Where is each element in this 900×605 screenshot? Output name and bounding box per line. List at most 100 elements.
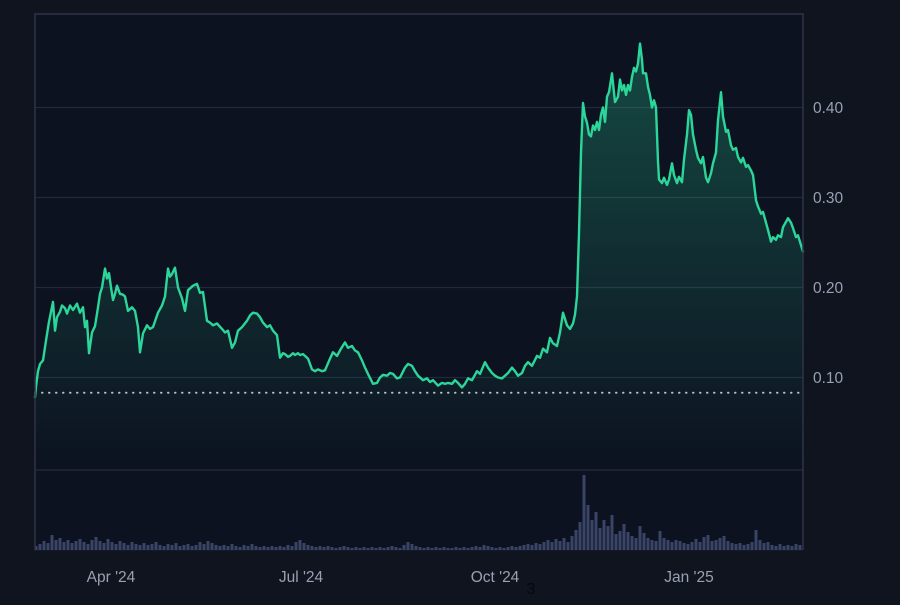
volume-bar — [654, 541, 658, 550]
volume-bar — [658, 531, 662, 550]
volume-bar — [714, 540, 718, 550]
volume-bar — [118, 541, 122, 550]
volume-bar — [402, 545, 406, 550]
volume-bar — [286, 545, 290, 550]
volume-bar — [242, 545, 246, 550]
volume-bar — [722, 536, 726, 550]
volume-bars — [34, 475, 802, 550]
volume-bar — [442, 547, 446, 550]
volume-bar — [390, 546, 394, 550]
volume-bar — [554, 539, 558, 550]
volume-bar — [498, 547, 502, 550]
volume-bar — [42, 541, 46, 550]
volume-bar — [614, 534, 618, 550]
volume-bar — [290, 546, 294, 550]
volume-bar — [422, 548, 426, 550]
volume-bar — [730, 543, 734, 550]
volume-bar — [558, 541, 562, 550]
volume-bar — [418, 547, 422, 550]
volume-bar — [354, 547, 358, 550]
volume-bar — [90, 540, 94, 550]
volume-bar — [202, 544, 206, 550]
volume-bar — [370, 547, 374, 550]
volume-bar — [146, 545, 150, 550]
volume-bar — [694, 539, 698, 550]
volume-bar — [430, 548, 434, 550]
volume-bar — [438, 548, 442, 550]
volume-bar — [542, 542, 546, 550]
volume-bar — [86, 544, 90, 550]
volume-bar — [550, 542, 554, 550]
volume-bar — [474, 546, 478, 550]
volume-bar — [166, 544, 170, 550]
volume-bar — [130, 542, 134, 550]
volume-bar — [414, 546, 418, 550]
volume-bar — [338, 547, 342, 550]
volume-bar — [58, 538, 62, 550]
y-axis-label: 0.10 — [813, 370, 844, 387]
volume-bar — [374, 548, 378, 550]
volume-bar — [330, 547, 334, 550]
volume-bar — [278, 546, 282, 550]
volume-bar — [534, 543, 538, 550]
volume-bar — [206, 541, 210, 550]
volume-bar — [746, 544, 750, 550]
volume-bar — [410, 544, 414, 550]
volume-bar — [142, 543, 146, 550]
volume-bar — [266, 547, 270, 550]
volume-bar — [586, 505, 590, 550]
volume-bar — [106, 539, 110, 550]
price-line — [33, 42, 805, 399]
volume-bar — [46, 543, 50, 550]
volume-bar — [458, 548, 462, 550]
volume-bar — [478, 547, 482, 550]
volume-bar — [622, 524, 626, 550]
volume-bar — [690, 542, 694, 550]
page-indicator: 3 — [526, 581, 536, 598]
volume-bar — [738, 543, 742, 550]
volume-bar — [698, 542, 702, 550]
volume-bar — [466, 548, 470, 550]
volume-bar — [482, 545, 486, 550]
volume-bar — [178, 546, 182, 550]
volume-bar — [486, 546, 490, 550]
y-axis-label: 0.30 — [813, 190, 844, 207]
volume-bar — [518, 546, 522, 550]
volume-bar — [602, 520, 606, 550]
volume-bar — [322, 547, 326, 550]
volume-bar — [394, 547, 398, 550]
volume-bar — [750, 542, 754, 550]
volume-bar — [686, 544, 690, 550]
volume-bar — [710, 541, 714, 550]
volume-bar — [646, 538, 650, 550]
volume-bar — [566, 542, 570, 550]
volume-bar — [294, 542, 298, 550]
volume-bar — [610, 515, 614, 550]
volume-bar — [246, 546, 250, 550]
volume-bar — [62, 542, 66, 550]
volume-bar — [434, 547, 438, 550]
volume-bar — [670, 542, 674, 550]
plot-border — [34, 13, 804, 550]
volume-bar — [754, 530, 758, 550]
volume-bar — [574, 530, 578, 550]
volume-bar — [274, 547, 278, 550]
volume-bar — [342, 546, 346, 550]
volume-bar — [626, 532, 630, 550]
y-axis-label: 0.40 — [813, 100, 844, 117]
volume-bar — [742, 545, 746, 550]
volume-bar — [114, 544, 118, 550]
x-axis-label: Jan '25 — [664, 569, 714, 586]
volume-bar — [634, 538, 638, 550]
volume-bar — [366, 548, 370, 550]
volume-bar — [490, 547, 494, 550]
volume-bar — [194, 545, 198, 550]
volume-bar — [94, 537, 98, 550]
volume-bar — [162, 546, 166, 550]
volume-bar — [650, 540, 654, 550]
volume-bar — [258, 547, 262, 550]
volume-bar — [642, 533, 646, 550]
volume-bar — [186, 544, 190, 550]
